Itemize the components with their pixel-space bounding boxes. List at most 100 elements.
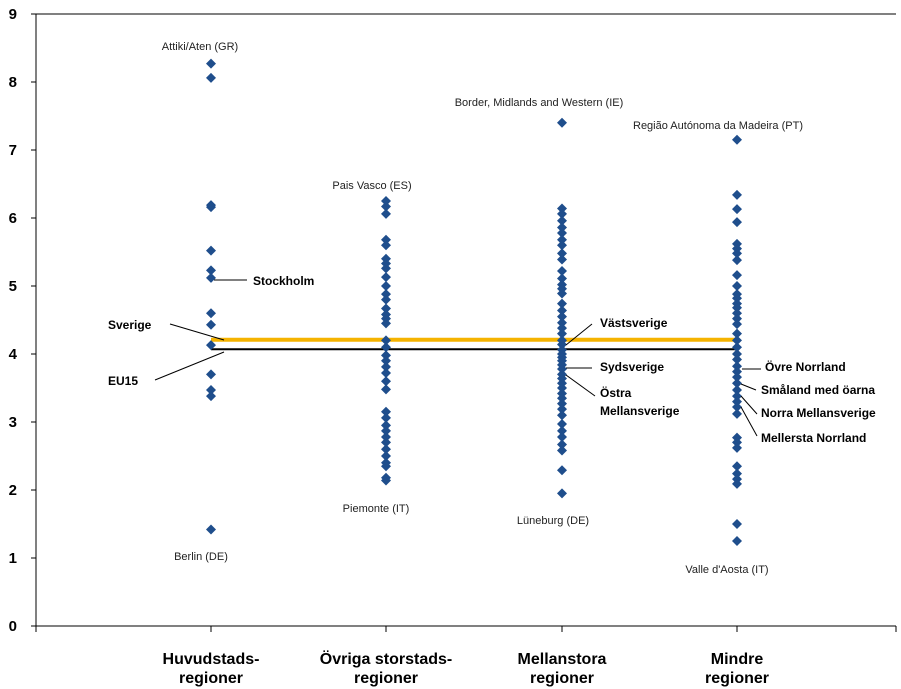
data-point [206, 340, 216, 351]
data-point [732, 396, 742, 407]
data-point [381, 451, 391, 461]
data-point [557, 465, 567, 476]
data-point [206, 524, 216, 535]
data-point [557, 317, 567, 328]
data-point [557, 328, 567, 339]
data-point [732, 437, 742, 448]
category-label-line2: regioner [179, 670, 243, 687]
data-point [381, 318, 391, 329]
data-point [732, 255, 742, 266]
annotation-leader-line [740, 395, 758, 415]
data-point [381, 425, 391, 436]
data-point [381, 272, 391, 283]
data-point [557, 208, 567, 219]
data-point [732, 536, 742, 546]
data-point [557, 227, 567, 238]
data-point [732, 217, 742, 228]
annotation-label: Border, Midlands and Western (IE) [455, 97, 624, 109]
data-point [381, 196, 391, 206]
data-point [206, 319, 216, 330]
data-point [557, 323, 567, 334]
y-tick-label: 9 [9, 6, 17, 23]
data-point [732, 378, 742, 389]
data-point [206, 265, 216, 276]
data-point [381, 361, 391, 372]
y-tick-label: 4 [9, 346, 18, 363]
data-point [206, 369, 216, 380]
annotation-label: Attiki/Aten (GR) [162, 41, 238, 53]
category-label-line2: regioner [354, 670, 418, 687]
data-point [381, 263, 391, 274]
data-point [732, 385, 742, 396]
annotation-leader-line [565, 374, 596, 397]
data-point [381, 234, 391, 245]
annotation-leader-line [740, 383, 757, 391]
data-point [557, 419, 567, 430]
data-point [381, 406, 391, 417]
data-point [732, 408, 742, 419]
category-label-line1: Övriga storstads- [320, 649, 452, 668]
data-point [732, 442, 742, 453]
annotation-label: Sydsverige [600, 360, 664, 374]
annotation-label: EU15 [108, 374, 138, 388]
data-point [206, 391, 216, 402]
data-point [557, 273, 567, 284]
data-point [557, 288, 567, 299]
data-point [732, 391, 742, 402]
data-point [732, 281, 742, 291]
data-point [557, 240, 567, 251]
data-point [381, 475, 391, 486]
data-point [732, 189, 742, 200]
data-point [381, 444, 391, 455]
data-point [557, 404, 567, 415]
annotation-label: Sverige [108, 318, 152, 332]
data-point [557, 266, 567, 277]
data-point [381, 208, 391, 219]
data-point [557, 363, 567, 374]
annotation-label: Mellansverige [600, 404, 680, 418]
annotations: Attiki/Aten (GR) Berlin (DE) Pais Vasco (E… [108, 41, 876, 576]
data-point [381, 368, 391, 379]
data-point [206, 72, 216, 83]
data-point [732, 293, 742, 304]
data-point [557, 488, 567, 499]
data-point [732, 402, 742, 413]
data-point [557, 234, 567, 245]
data-point [206, 272, 216, 283]
data-point [381, 412, 391, 423]
data-point [732, 342, 742, 353]
data-point [557, 439, 567, 450]
annotation-label: Västsverige [600, 316, 668, 330]
category-label-line1: Huvudstads- [163, 651, 260, 668]
data-point [381, 384, 391, 395]
annotation-label: Valle d'Aosta (IT) [685, 564, 768, 576]
data-point [732, 519, 742, 529]
data-point [732, 134, 742, 145]
annotation-label: Região Autónoma da Madeira (PT) [633, 120, 803, 132]
annotation-label: Stockholm [253, 274, 314, 288]
data-point [557, 117, 567, 128]
data-point [381, 420, 391, 431]
data-point [381, 240, 391, 251]
data-point [557, 445, 567, 456]
data-point [732, 468, 742, 479]
y-tick-label: 0 [9, 618, 17, 635]
annotation-leader-line [565, 323, 593, 346]
data-point [381, 342, 391, 353]
data-point [557, 339, 567, 350]
data-point [732, 308, 742, 319]
data-point [732, 361, 742, 372]
data-point [732, 354, 742, 365]
annotation-leader-line [740, 406, 758, 437]
data-point [557, 215, 567, 226]
data-point [732, 319, 742, 330]
data-point [206, 245, 216, 256]
y-ticks: 0 1 2 3 4 5 6 7 8 9 [9, 6, 36, 635]
data-point [732, 302, 742, 313]
data-point [381, 201, 391, 212]
data-point [732, 335, 742, 346]
data-point [557, 383, 567, 393]
data-point [206, 202, 216, 213]
axes [35, 13, 897, 632]
